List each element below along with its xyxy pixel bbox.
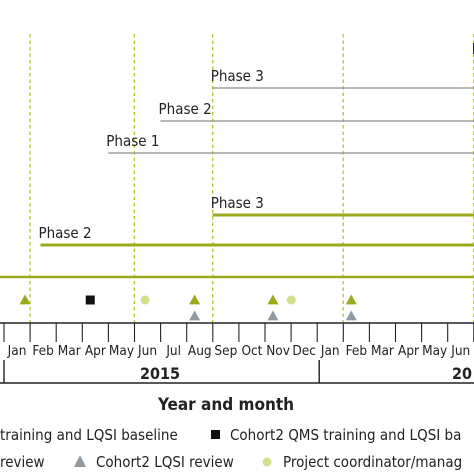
event-light-green-circle-2 (140, 295, 150, 305)
month-label-15: Apr (398, 343, 419, 359)
phase-label-3: Phase 1 (106, 132, 159, 150)
month-label-4: May (109, 343, 134, 359)
month-label-14: Mar (371, 343, 394, 359)
phase-label-6: Phase 2 (38, 224, 91, 242)
month-label-2: Mar (58, 343, 81, 359)
phase-label-0: Phase (472, 40, 474, 58)
legend-marker-triangle (74, 455, 86, 467)
legend-label-0: training and LQSI baseline (0, 426, 178, 444)
phase-label-5: Phase 3 (211, 194, 264, 212)
event-green-triangle-8 (345, 294, 357, 305)
month-label-3: Apr (85, 343, 106, 359)
legend-label-2: review (0, 453, 45, 471)
event-grey-triangle-9 (345, 310, 357, 321)
month-label-5: Jun (137, 343, 157, 359)
legend-label-4: Project coordinator/manag (283, 453, 462, 471)
event-green-triangle-0 (19, 294, 31, 305)
month-label-13: Feb (346, 343, 368, 359)
event-light-green-circle-7 (286, 295, 296, 305)
phase-label-2: Phase 2 (159, 100, 212, 118)
event-markers (19, 294, 357, 321)
month-label-12: Jan (320, 343, 340, 359)
phase-label-1: Phase 3 (211, 67, 264, 85)
month-label-1: Feb (32, 343, 54, 359)
month-label-9: Oct (241, 343, 262, 359)
legend-marker-square (211, 430, 220, 439)
legend-marker-circle (262, 457, 272, 467)
event-black-square-1 (85, 295, 95, 305)
month-label-17: Jun (450, 343, 470, 359)
legend: training and LQSI baseline Cohort2 QMS tr… (0, 426, 462, 471)
month-label-11: Dec (292, 343, 316, 359)
month-label-7: Aug (188, 343, 212, 359)
year-label-0: 2015 (140, 364, 180, 383)
event-grey-triangle-4 (189, 310, 201, 321)
x-axis-label: Year and month (157, 395, 294, 415)
month-label-0: Jan (7, 343, 27, 359)
event-green-triangle-3 (189, 294, 201, 305)
month-label-6: Jul (165, 343, 181, 359)
month-label-10: Nov (266, 343, 290, 359)
month-label-8: Sep (214, 343, 237, 359)
event-grey-triangle-6 (267, 310, 279, 321)
month-label-16: May (422, 343, 447, 359)
event-green-triangle-5 (267, 294, 279, 305)
year-label-1: 20 (452, 364, 472, 383)
legend-label-1: Cohort2 QMS training and LQSI ba (230, 426, 461, 444)
legend-label-3: Cohort2 LQSI review (96, 453, 234, 471)
x-axis: Jan Feb Mar Apr May Jun Jul Aug Sep Oct Nov Dec Jan F… (0, 322, 474, 384)
